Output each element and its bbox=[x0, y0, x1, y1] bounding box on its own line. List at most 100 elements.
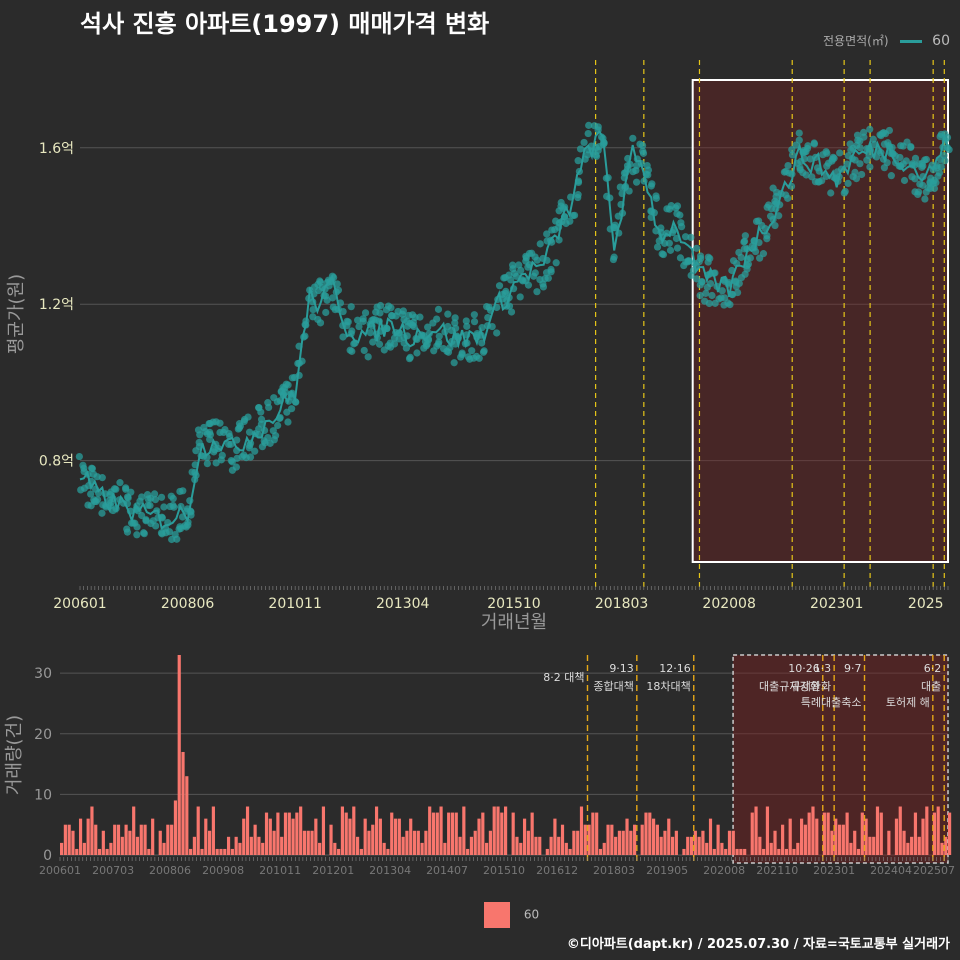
volume-bar bbox=[340, 806, 344, 855]
data-point bbox=[687, 233, 695, 242]
data-point bbox=[574, 157, 582, 165]
data-point bbox=[902, 157, 910, 165]
data-point bbox=[856, 160, 864, 168]
data-point bbox=[570, 211, 579, 219]
data-point bbox=[852, 175, 861, 183]
volume-bar bbox=[617, 830, 622, 855]
data-point bbox=[470, 318, 479, 326]
volume-bar bbox=[420, 842, 424, 855]
data-point bbox=[940, 151, 948, 160]
annotation-label: 9·13 bbox=[609, 662, 634, 675]
x-tick-label: 201304 bbox=[369, 864, 411, 877]
volume-bar bbox=[139, 824, 143, 855]
data-point bbox=[746, 254, 755, 262]
volume-bar bbox=[504, 806, 508, 855]
volume-bar bbox=[526, 830, 530, 855]
volume-bar bbox=[158, 830, 162, 855]
data-point bbox=[157, 493, 166, 501]
data-point bbox=[706, 279, 715, 288]
x-tick-label: 201510 bbox=[483, 864, 525, 877]
volume-bar bbox=[477, 818, 481, 855]
data-point bbox=[150, 490, 159, 498]
data-point bbox=[233, 436, 241, 444]
annotation-label: 9·7 bbox=[844, 662, 862, 675]
volume-bar bbox=[181, 751, 185, 855]
data-point bbox=[516, 293, 524, 301]
data-point bbox=[658, 250, 666, 258]
data-point bbox=[887, 172, 895, 180]
data-point bbox=[165, 528, 174, 536]
data-point bbox=[151, 496, 160, 504]
data-point bbox=[488, 322, 496, 331]
volume-bar bbox=[875, 806, 880, 855]
data-point bbox=[708, 291, 716, 300]
data-point bbox=[152, 522, 160, 530]
data-point bbox=[116, 479, 124, 487]
data-point bbox=[505, 271, 513, 279]
volume-bar bbox=[735, 848, 739, 855]
volume-bar bbox=[872, 836, 876, 855]
volume-bar bbox=[393, 818, 398, 855]
volume-bar bbox=[386, 848, 390, 855]
data-point bbox=[284, 381, 292, 389]
volume-bar bbox=[564, 842, 568, 855]
data-point bbox=[629, 134, 637, 142]
volume-bar bbox=[196, 806, 200, 855]
volume-bar bbox=[132, 806, 136, 855]
data-point bbox=[900, 176, 909, 185]
data-point bbox=[112, 485, 120, 493]
data-point bbox=[810, 139, 818, 147]
data-point bbox=[206, 435, 214, 444]
data-point bbox=[698, 278, 706, 286]
data-point bbox=[919, 162, 927, 170]
volume-bar bbox=[864, 818, 868, 855]
volume-bar bbox=[894, 818, 899, 855]
volume-bar bbox=[811, 806, 815, 855]
data-point bbox=[179, 487, 187, 495]
data-point bbox=[804, 142, 812, 150]
legend-value: 60 bbox=[932, 33, 950, 49]
volume-bar bbox=[674, 830, 678, 855]
data-point bbox=[775, 212, 783, 220]
data-point bbox=[212, 459, 220, 467]
x-tick-label: 200601 bbox=[53, 596, 106, 612]
volume-bar bbox=[921, 818, 925, 855]
data-point bbox=[784, 194, 792, 202]
data-point bbox=[517, 266, 525, 275]
data-point bbox=[79, 461, 87, 469]
annotation-label: 8·2 대책 bbox=[543, 671, 584, 684]
volume-bar bbox=[606, 824, 610, 855]
data-point bbox=[673, 244, 682, 252]
data-point bbox=[584, 151, 592, 159]
data-point bbox=[543, 230, 551, 238]
volume-bar bbox=[333, 842, 337, 855]
annotation-label: 18차대책 bbox=[646, 680, 690, 693]
x-tick-label: 201612 bbox=[536, 864, 578, 877]
volume-bar bbox=[644, 812, 648, 855]
volume-bar bbox=[538, 836, 542, 855]
data-point bbox=[364, 353, 372, 361]
volume-bar bbox=[826, 812, 830, 855]
data-point bbox=[322, 308, 330, 317]
data-point bbox=[94, 495, 102, 504]
data-point bbox=[639, 141, 647, 150]
data-point bbox=[795, 129, 803, 137]
volume-bar bbox=[367, 830, 371, 855]
volume-bar bbox=[401, 836, 405, 855]
data-point bbox=[784, 161, 792, 170]
volume-bar bbox=[276, 812, 280, 855]
volume-bar bbox=[868, 836, 872, 855]
data-point bbox=[911, 154, 920, 162]
x-axis-title: 거래년월 bbox=[481, 612, 547, 633]
x-tick-label: 200703 bbox=[92, 864, 134, 877]
data-point bbox=[264, 433, 272, 442]
data-point bbox=[566, 217, 574, 225]
data-point bbox=[246, 453, 255, 461]
data-point bbox=[350, 340, 358, 348]
data-point bbox=[375, 340, 384, 348]
volume-bar bbox=[412, 830, 417, 855]
data-point bbox=[676, 211, 684, 219]
volume-bar bbox=[268, 818, 272, 855]
y-tick-label: 30 bbox=[34, 666, 52, 682]
